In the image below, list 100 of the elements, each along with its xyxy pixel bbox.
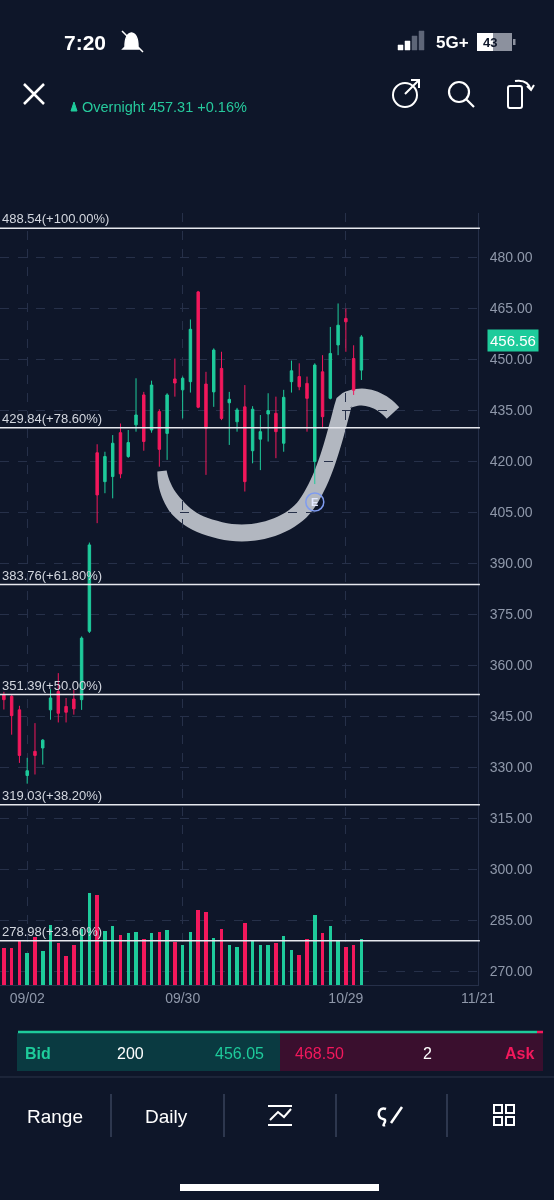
bar <box>119 935 122 985</box>
bar <box>64 956 68 985</box>
y-tick-label: 300.00 <box>489 861 533 878</box>
text: 5G+ <box>436 33 469 52</box>
bar <box>150 933 153 985</box>
candlestick <box>243 384 247 493</box>
bar <box>228 945 231 985</box>
text: 200 <box>117 1045 144 1062</box>
bar <box>220 929 223 985</box>
y-tick-label: 345.00 <box>489 708 533 725</box>
bar <box>305 939 309 985</box>
bar <box>173 942 177 985</box>
bar <box>360 939 363 985</box>
candlestick <box>305 376 309 433</box>
text: 456.56 <box>490 332 536 349</box>
candlestick <box>289 360 294 394</box>
candlestick <box>320 354 325 429</box>
bar <box>142 939 146 985</box>
y-tick-label: 465.00 <box>489 300 533 317</box>
candlestick <box>64 697 68 723</box>
bar <box>103 931 107 985</box>
bar <box>181 945 184 985</box>
candlestick <box>165 392 169 461</box>
bar <box>297 955 301 985</box>
text: 468.50 <box>295 1045 345 1062</box>
y-tick-label: 480.00 <box>489 249 533 266</box>
candlestick <box>95 443 99 524</box>
bar <box>2 948 6 985</box>
candlestick <box>235 407 239 433</box>
bar <box>259 945 262 985</box>
candlestick <box>227 391 232 446</box>
y-tick-label: 405.00 <box>489 504 533 521</box>
candlestick <box>41 738 45 766</box>
candlestick <box>118 423 123 479</box>
y-tick-label: 285.00 <box>489 912 533 929</box>
x-tick-label: 10/29 <box>328 989 364 1006</box>
candlestick <box>266 392 270 443</box>
bar <box>196 910 200 985</box>
bar <box>41 951 45 985</box>
y-tick-label: 435.00 <box>489 402 533 419</box>
bar <box>321 933 324 985</box>
candlestick <box>336 302 340 356</box>
bar <box>329 926 332 985</box>
bar <box>336 941 340 985</box>
candlestick <box>110 434 115 499</box>
bar <box>313 915 317 985</box>
y-tick-label: 450.00 <box>489 351 533 368</box>
candlestick <box>134 377 138 433</box>
bar <box>18 940 21 985</box>
bar <box>127 933 130 985</box>
candlestick <box>25 757 29 785</box>
bar <box>33 937 37 985</box>
candlestick <box>17 705 22 764</box>
bar <box>243 923 247 985</box>
annotation: E <box>311 496 319 508</box>
bar <box>57 943 60 985</box>
candlestick <box>2 691 6 711</box>
bar <box>290 950 293 985</box>
candlestick <box>103 451 107 494</box>
bar <box>352 945 355 985</box>
bar <box>189 932 192 985</box>
y-tick-label: 330.00 <box>489 759 533 776</box>
bar <box>134 932 138 985</box>
bar <box>158 932 161 985</box>
ref-line-label: 429.84(+78.60%) <box>2 411 103 426</box>
y-tick-label: 420.00 <box>489 453 533 470</box>
candlestick <box>212 347 216 408</box>
candlestick <box>313 362 317 485</box>
x-tick-label: 09/02 <box>9 989 45 1006</box>
text: Daily <box>145 1106 188 1127</box>
candlestick <box>258 414 263 471</box>
y-tick-label: 375.00 <box>489 606 533 623</box>
text: 2 <box>423 1045 432 1062</box>
candlestick <box>281 389 286 453</box>
candlestick <box>351 344 356 396</box>
candlestick <box>126 429 130 459</box>
x-tick-label: 09/30 <box>165 989 201 1006</box>
bar <box>235 947 239 985</box>
bar <box>212 938 215 985</box>
text: Ask <box>505 1045 535 1062</box>
text: Bid <box>25 1045 51 1062</box>
y-tick-label: 360.00 <box>489 657 533 674</box>
ref-line-label: 319.03(+38.20%) <box>2 788 103 803</box>
candlestick <box>196 290 200 409</box>
candlestick <box>180 376 185 419</box>
bar <box>266 945 270 985</box>
bar <box>282 936 285 985</box>
candlestick <box>188 318 193 394</box>
candlestick <box>297 362 301 391</box>
candlestick <box>328 326 333 400</box>
y-tick-label: 315.00 <box>489 810 533 827</box>
bar <box>344 947 348 985</box>
bar <box>10 948 13 985</box>
chart-subtitle: Overnight 457.31 +0.16% <box>82 99 247 115</box>
bar <box>204 912 208 985</box>
candlestick <box>274 396 278 459</box>
candlestick <box>33 722 37 775</box>
y-tick-label: 270.00 <box>489 963 533 980</box>
bar <box>111 926 114 985</box>
bar <box>274 943 278 985</box>
